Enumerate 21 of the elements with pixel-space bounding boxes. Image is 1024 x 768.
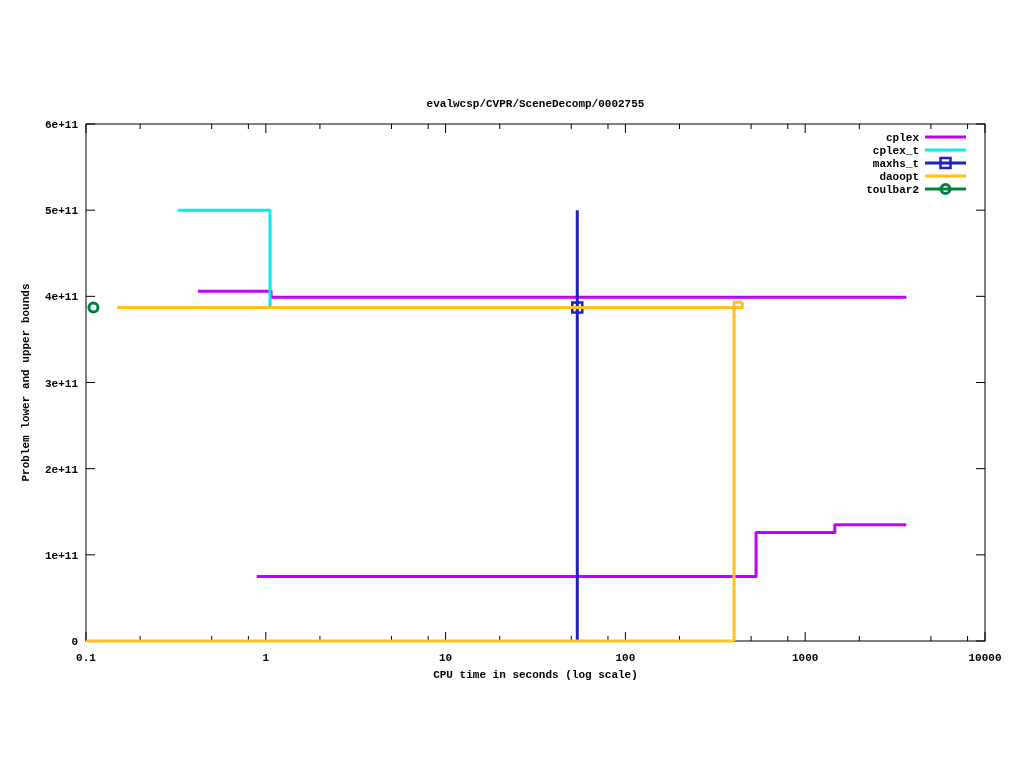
x-tick-label: 100 <box>615 652 636 664</box>
x-axis-title: CPU time in seconds (log scale) <box>433 669 638 681</box>
y-tick-label: 4e+11 <box>44 291 79 304</box>
y-tick-label: 0 <box>71 636 78 648</box>
x-tick-label: 0.1 <box>76 652 97 664</box>
x-tick-label: 1000 <box>792 652 819 664</box>
y-tick-label: 1e+11 <box>44 549 79 562</box>
legend-label: maxhs_t <box>872 158 919 170</box>
y-tick-label: 2e+11 <box>44 463 79 476</box>
x-tick-label: 1 <box>262 652 270 664</box>
x-tick-label: 10000 <box>968 652 1002 664</box>
y-tick-label: 5e+11 <box>44 205 79 218</box>
legend-label: daoopt <box>879 171 919 183</box>
y-tick-label: 3e+11 <box>44 377 79 390</box>
legend-label: cplex_t <box>872 145 919 157</box>
y-axis-title: Problem lower and upper bounds <box>20 283 32 482</box>
legend-label: cplex <box>885 132 920 144</box>
y-tick-label: 6e+11 <box>44 119 79 131</box>
chart-title: evalwcsp/CVPR/SceneDecomp/0002755 <box>426 98 645 110</box>
x-tick-label: 10 <box>439 652 453 664</box>
legend-label: toulbar2 <box>866 184 919 196</box>
